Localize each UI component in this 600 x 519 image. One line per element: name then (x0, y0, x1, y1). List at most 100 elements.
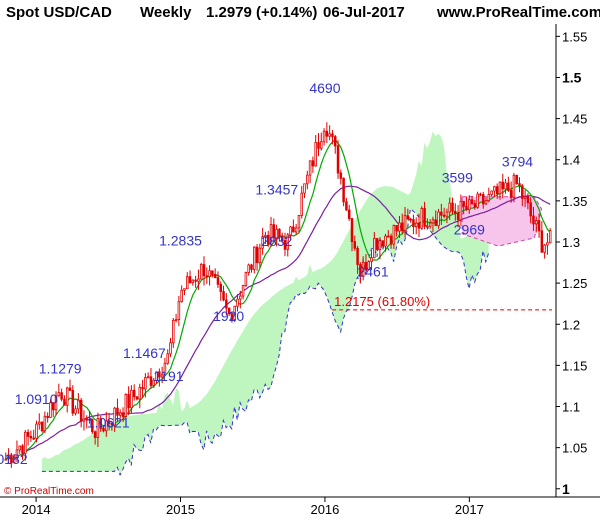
annotation-label: 1.1467 (123, 345, 166, 361)
y-tick-label: 1 (562, 481, 570, 497)
candle-body (384, 235, 387, 247)
candle-body (26, 431, 30, 437)
candle-body (543, 244, 546, 253)
candle-body (57, 392, 61, 397)
ma-slow-line (5, 185, 551, 460)
candle-body (146, 376, 150, 379)
annotation-label: 0182 (0, 451, 28, 467)
candle-body (308, 160, 312, 176)
candle-body (54, 395, 58, 411)
candle-body (414, 222, 418, 228)
candle-body (286, 234, 290, 250)
candle-body (423, 208, 426, 227)
annotation-label: 1191 (153, 368, 183, 384)
candle-body (350, 218, 354, 243)
candle-body (124, 394, 128, 417)
candle-body (523, 196, 527, 199)
candle-body (99, 418, 102, 429)
candle-body (403, 215, 407, 232)
candle-body (451, 202, 454, 212)
candle-body (107, 420, 111, 424)
annotation-label: 2832 (261, 233, 292, 249)
candle-body (202, 264, 206, 277)
y-tick-label: 1.45 (562, 112, 587, 127)
candle-body (504, 182, 507, 190)
y-tick-label: 1.1 (562, 400, 580, 415)
candle-body (49, 402, 52, 418)
candle-body (356, 247, 359, 265)
candle-body (345, 201, 348, 211)
candle-body (487, 194, 491, 202)
candle-body (325, 130, 329, 137)
candle-body (82, 418, 86, 422)
annotation-label: 1.3457 (255, 181, 298, 197)
candle-body (392, 225, 396, 245)
candle-body (297, 215, 301, 229)
candle-body (65, 387, 69, 406)
y-tick-label: 1.05 (562, 441, 587, 456)
annotation-label: 1920 (213, 308, 244, 324)
candle-body (135, 396, 139, 400)
candle-body (233, 305, 236, 320)
candle-body (10, 454, 13, 463)
header-site: www.ProRealTime.com (436, 4, 600, 21)
candle-body (420, 208, 424, 229)
candle-body (459, 200, 463, 221)
header-symbol: Spot USD/CAD (6, 4, 112, 21)
header-last-price: 1.2979 (+0.14%) (206, 4, 317, 21)
candle-body (333, 136, 337, 147)
fib-level-label: 1.2175 (61.80%) (334, 294, 430, 309)
annotation-label: 3599 (442, 170, 473, 186)
candle-body (373, 238, 376, 259)
candle-body (300, 192, 303, 216)
candle-body (501, 181, 505, 190)
candle-body (532, 215, 535, 225)
x-tick-label: 2017 (455, 502, 484, 517)
candle-body (406, 215, 410, 220)
candle-body (174, 319, 178, 321)
y-tick-label: 1.35 (562, 194, 587, 209)
candle-body (163, 362, 167, 376)
candle-body (166, 353, 169, 364)
candle-body (68, 387, 72, 391)
candle-body (38, 421, 41, 425)
candle-body (518, 183, 521, 187)
candle-body (275, 228, 278, 239)
candle-body (440, 211, 443, 216)
annotation-label: 1.0621 (87, 415, 130, 431)
candle-body (445, 211, 449, 217)
candle-body (169, 342, 172, 355)
candle-body (113, 407, 116, 426)
candle-body (448, 202, 451, 213)
y-tick-label: 1.2 (562, 317, 580, 332)
candle-body (381, 240, 384, 247)
candle-body (213, 274, 217, 278)
candle-body (247, 264, 250, 273)
candle-body (102, 428, 105, 432)
candle-body (289, 226, 292, 236)
candle-body (442, 214, 446, 217)
candle-body (127, 394, 130, 409)
candle-body (241, 285, 245, 297)
candle-body (311, 160, 315, 167)
candle-body (43, 415, 47, 432)
candle-body (412, 219, 415, 228)
candle-body (205, 275, 209, 278)
candle-body (160, 374, 164, 378)
candle-body (186, 276, 189, 290)
candle-body (512, 174, 516, 198)
candle-body (172, 319, 175, 344)
candle-body (32, 437, 35, 440)
candle-body (4, 458, 8, 461)
candle-body (88, 418, 91, 421)
candle-body (141, 387, 144, 390)
ichimoku-cloud-green (41, 131, 489, 475)
candle-body (437, 211, 440, 227)
candle-body (347, 209, 351, 219)
plot-layer: 1.2175 (61.80%) 1.1279 1.0910 1.0621 1.1467 1… (0, 80, 552, 477)
candle-body (7, 454, 10, 460)
candle-body (470, 199, 474, 205)
candle-body (537, 220, 541, 232)
candle-body (540, 230, 544, 253)
candle-body (158, 371, 161, 378)
